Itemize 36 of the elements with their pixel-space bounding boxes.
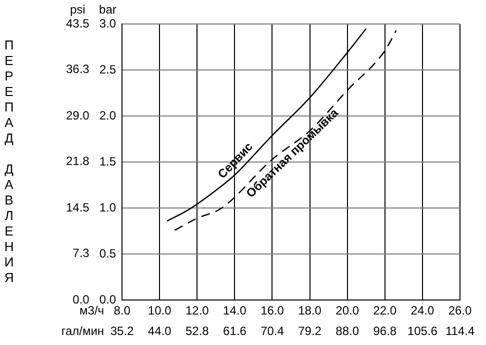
x2-tick-label: 88.0	[336, 324, 360, 338]
x2-tick-label: 44.0	[148, 324, 172, 338]
x2-tick-label: 52.8	[185, 324, 210, 338]
y-tick-label: 1.0	[99, 200, 116, 214]
x2-tick-label: 96.8	[373, 324, 397, 338]
y2-tick-label: 21.8	[66, 154, 90, 168]
y2-tick-label: 29.0	[66, 108, 90, 122]
x2-tick-label: 35.2	[110, 324, 134, 338]
x2-tick-label: 114.4	[445, 324, 475, 338]
y2-tick-label: 36.3	[66, 62, 90, 76]
x2-axis-title: гал/мин	[61, 324, 104, 338]
x2-tick-label: 105.6	[407, 324, 438, 338]
x2-tick-label: 79.2	[298, 324, 322, 338]
y2-axis-title: psi	[70, 2, 86, 16]
x-tick-label: 22.0	[373, 304, 397, 318]
y2-tick-label: 43.5	[66, 16, 90, 30]
x2-tick-label: 70.4	[260, 324, 284, 338]
y-axis-title: bar	[99, 2, 116, 16]
x-tick-label: 10.0	[148, 304, 172, 318]
x-tick-label: 12.0	[185, 304, 210, 318]
y-tick-label: 3.0	[99, 16, 116, 30]
x-tick-label: 20.0	[336, 304, 360, 318]
y-tick-label: 0.5	[99, 246, 116, 260]
y2-tick-label: 7.3	[72, 246, 90, 260]
y-tick-label: 1.5	[99, 154, 116, 168]
y-tick-label: 2.0	[99, 108, 116, 122]
x-tick-label: 14.0	[223, 304, 247, 318]
x-tick-label: 18.0	[298, 304, 322, 318]
text: ПЕРЕПАД ДАВЛЕНИЯ	[4, 37, 14, 285]
x2-tick-label: 61.6	[223, 324, 247, 338]
x-tick-label: 24.0	[410, 304, 434, 318]
y2-tick-label: 14.5	[66, 200, 90, 214]
x-tick-label: 16.0	[260, 304, 284, 318]
y-tick-label: 2.5	[99, 62, 116, 76]
x-tick-label: 8.0	[114, 304, 131, 318]
x-tick-label: 26.0	[448, 304, 472, 318]
